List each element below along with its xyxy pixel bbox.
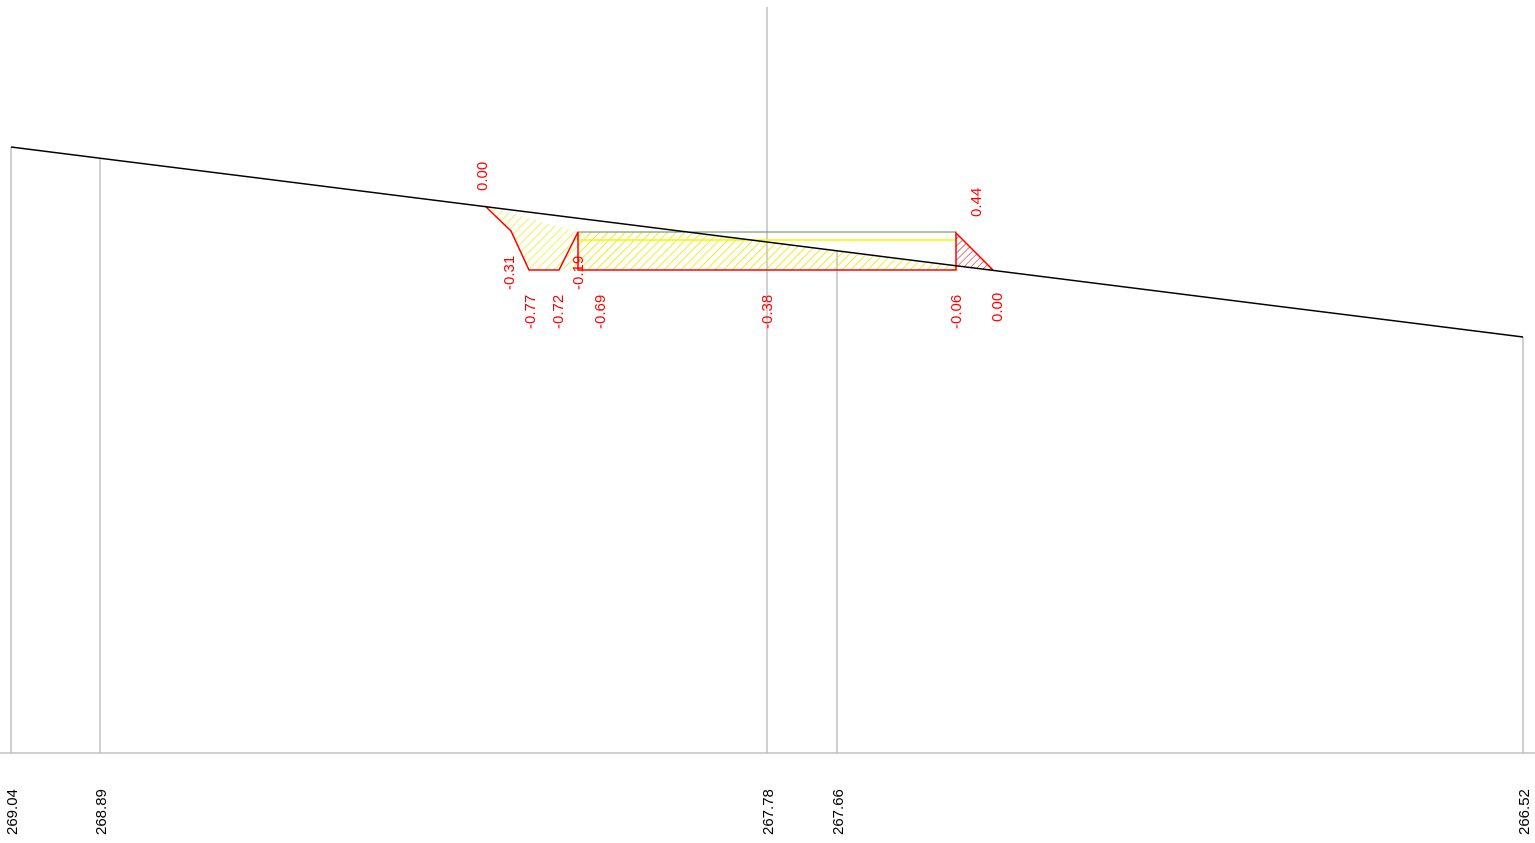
offset-label-toe-right: 0.00 bbox=[989, 293, 1006, 322]
offset-label-inner-slope: -0.19 bbox=[570, 256, 587, 290]
offset-label-edge-left: -0.69 bbox=[592, 295, 609, 329]
existing-ground-line bbox=[10, 146, 1524, 338]
elevation-label-3: 267.78 bbox=[760, 789, 777, 835]
cut-area-pavement bbox=[578, 232, 956, 270]
offset-label-edge-right: -0.06 bbox=[948, 295, 965, 329]
elevation-label-5: 266.52 bbox=[1516, 789, 1533, 835]
offset-label-center: -0.38 bbox=[759, 295, 776, 329]
offset-label-top-left: 0.00 bbox=[474, 162, 491, 191]
offset-label-ditch-bottom-left: -0.77 bbox=[522, 295, 539, 329]
elevation-label-2: 268.89 bbox=[93, 789, 110, 835]
design-section-outline bbox=[484, 205, 994, 271]
cut-area-ditch bbox=[485, 206, 578, 270]
elevation-label-4: 267.66 bbox=[830, 789, 847, 835]
elevation-label-1: 269.04 bbox=[4, 789, 21, 835]
offset-label-top-right: 0.44 bbox=[968, 188, 985, 217]
offset-label-ditch-slope: -0.31 bbox=[501, 256, 518, 290]
offset-label-ditch-bottom-right: -0.72 bbox=[550, 295, 567, 329]
